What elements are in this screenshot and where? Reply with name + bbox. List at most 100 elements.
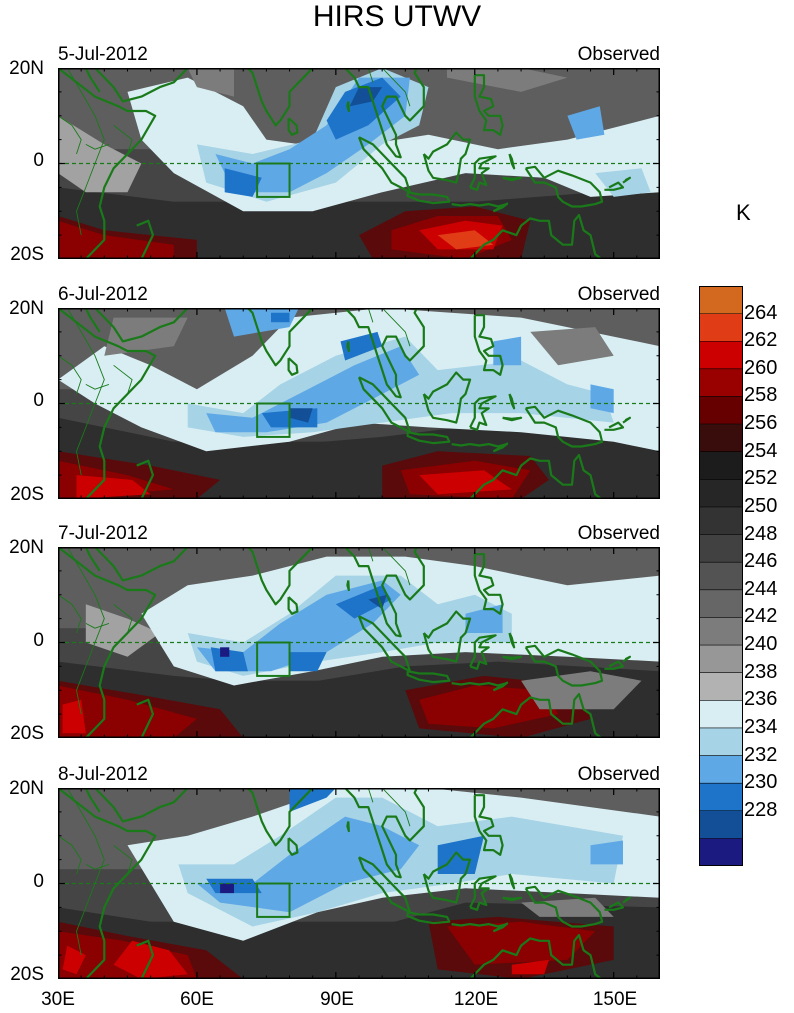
colorbar-unit: K [736, 200, 751, 225]
colorbar [699, 286, 743, 866]
lat-label: 20S [10, 964, 44, 985]
coastline [422, 851, 472, 904]
coastline [357, 136, 411, 194]
colorbar-label: 264 [744, 301, 778, 324]
border-line [113, 364, 133, 395]
coastline [524, 885, 604, 928]
colorbar-label: 246 [744, 550, 778, 573]
coastline [346, 341, 350, 353]
panel-label: Observed [577, 523, 660, 544]
colorbar-label: 244 [744, 577, 778, 600]
colorbar-swatch [699, 286, 743, 314]
colorbar-swatch [699, 534, 743, 563]
box-region [256, 162, 291, 198]
border-line [66, 308, 105, 476]
border-line [58, 115, 82, 155]
lat-label: 20N [9, 778, 44, 799]
colorbar-label: 248 [744, 522, 778, 545]
coastline [84, 788, 101, 813]
coastline [343, 547, 425, 638]
moisture-contour [289, 408, 313, 423]
colorbar-label: 236 [744, 688, 778, 711]
border-line [367, 788, 374, 803]
coastline [136, 939, 155, 979]
coastline [451, 203, 508, 208]
border-line [85, 383, 110, 390]
colorbar-label: 260 [744, 356, 778, 379]
colorbar-label: 240 [744, 633, 778, 656]
coastline [473, 74, 504, 136]
border-line [381, 547, 411, 586]
coastline [451, 923, 508, 928]
border-line [66, 68, 105, 236]
colorbar-swatch [699, 672, 743, 701]
coastline [136, 698, 155, 738]
lat-label: 20N [9, 58, 44, 79]
lat-label: 20S [10, 244, 44, 265]
moisture-contour [511, 959, 549, 975]
moisture-contour [530, 327, 614, 366]
colorbar-label: 256 [744, 412, 778, 435]
box-region [256, 641, 291, 677]
moisture-contour [224, 168, 262, 197]
coastline [346, 101, 350, 113]
coastline [422, 371, 472, 424]
coastline [463, 454, 604, 499]
colorbar-swatch [699, 313, 743, 342]
colorbar-label: 238 [744, 660, 778, 683]
moisture-contour [521, 671, 642, 710]
colorbar-label: 242 [744, 605, 778, 628]
map-panel-4: 8-Jul-2012 Observed [58, 764, 660, 979]
coastline [94, 68, 189, 103]
colorbar-swatch [699, 810, 743, 839]
coastline [524, 165, 604, 208]
border-line [113, 844, 133, 875]
border-line [381, 308, 411, 347]
coastline [346, 580, 350, 592]
coastline [58, 68, 157, 259]
colorbar-label: 254 [744, 439, 778, 462]
border-line [367, 308, 374, 323]
coastline [473, 314, 504, 376]
moisture-contour [437, 835, 484, 874]
map-panel-3: 7-Jul-2012 Observed [58, 523, 660, 738]
map-field [58, 68, 660, 259]
coastline [58, 788, 157, 979]
coastline [357, 615, 411, 673]
moisture-contour [567, 106, 605, 140]
coastline [463, 934, 604, 979]
border-line [113, 124, 133, 155]
moisture-contour [220, 883, 234, 894]
lat-label: 20S [10, 723, 44, 744]
colorbar-frame [699, 286, 743, 866]
coastline [224, 788, 316, 847]
moisture-contour [447, 68, 568, 92]
border-line [367, 68, 374, 83]
border-line [66, 788, 105, 956]
map-field [58, 308, 660, 499]
moisture-contour [326, 77, 401, 140]
coastline [343, 68, 425, 159]
coastline [463, 693, 604, 738]
coastline [508, 873, 516, 890]
coastline [357, 376, 411, 434]
panel-date: 8-Jul-2012 [58, 764, 148, 785]
lon-label: 90E [320, 989, 354, 1010]
map-panel-1: 5-Jul-2012 Observed [58, 44, 660, 259]
colorbar-swatch [699, 727, 743, 756]
colorbar-swatch [699, 645, 743, 673]
moisture-contour [465, 604, 503, 633]
coastline [136, 459, 155, 499]
coastline [346, 821, 350, 833]
colorbar-swatch [699, 589, 743, 618]
colorbar-swatch [699, 700, 743, 728]
border-line [85, 143, 110, 150]
coastline [451, 682, 508, 687]
colorbar-swatch [699, 396, 743, 425]
border-line [85, 863, 110, 870]
coastline [58, 547, 157, 738]
colorbar-swatch [699, 562, 743, 590]
border-line [113, 603, 133, 634]
colorbar-label: 232 [744, 743, 778, 766]
colorbar-swatch [699, 617, 743, 646]
